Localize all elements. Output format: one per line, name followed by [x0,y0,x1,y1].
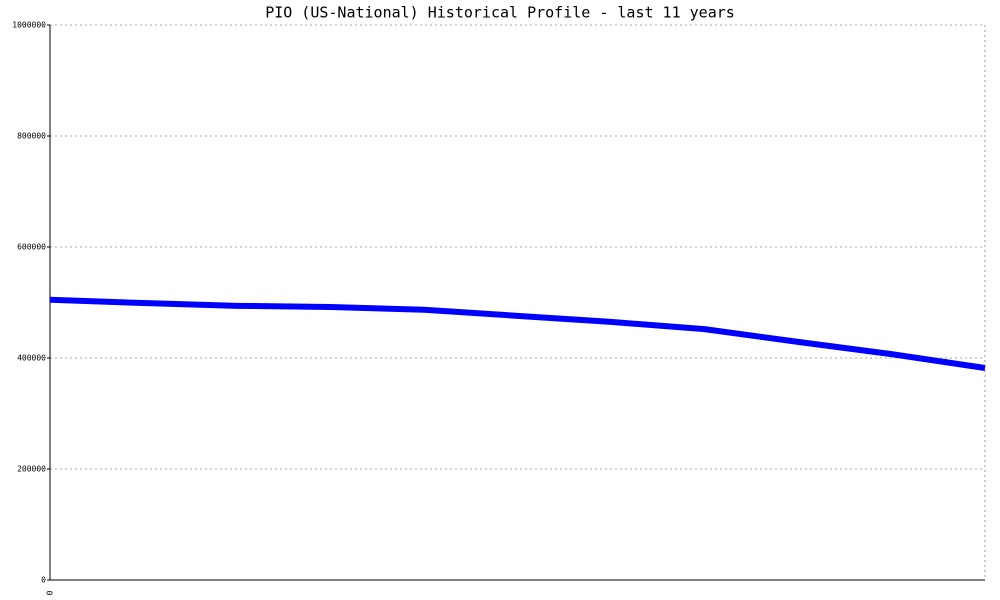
y-tick-label: 1000000 [12,21,46,30]
chart-title: PIO (US-National) Historical Profile - l… [265,4,735,22]
y-tick-label: 200000 [17,465,46,474]
data-line [49,296,986,371]
y-tick-label: 800000 [17,132,46,141]
y-tick-label: 600000 [17,243,46,252]
x-tick-label: 0 [46,590,55,595]
y-tick-label: 0 [41,576,46,585]
y-tick-label: 400000 [17,354,46,363]
